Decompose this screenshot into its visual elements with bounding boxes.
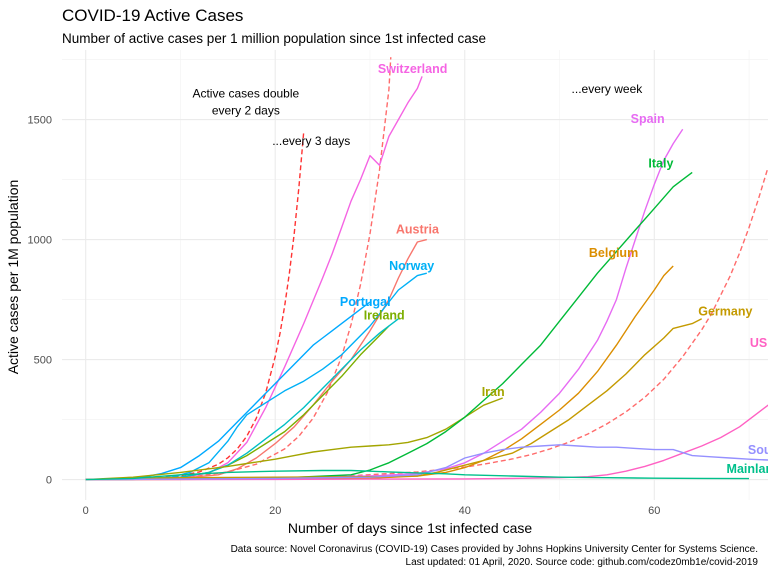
series-label: Mainland China [727,462,768,476]
series-label: Germany [698,305,752,319]
series-label: Italy [648,156,673,170]
y-tick-label: 1000 [28,235,52,247]
annotation-text: ...every week [572,82,644,96]
series-label: Austria [396,223,440,237]
series-line [85,397,503,481]
x-tick-label: 0 [83,505,89,517]
x-tick-label: 20 [269,505,281,517]
chart-subtitle: Number of active cases per 1 million pop… [62,31,486,46]
series-line [85,265,674,481]
series-line [85,469,750,481]
series-lines [85,76,768,481]
series-line [85,76,423,481]
series-line [85,128,684,481]
y-tick-label: 0 [46,475,52,487]
annotations: Active cases double every 2 days ...every … [192,82,643,148]
series-label: Belgium [589,246,638,260]
annotation-text: every 2 days [212,103,280,117]
reference-line [85,167,768,481]
series-label: Norway [389,259,434,273]
caption-line-1: Data source: Novel Coronavirus (COVID-19… [231,544,758,555]
reference-line [85,132,305,481]
series-label: US [750,336,767,350]
series-label: Spain [631,112,665,126]
axis-ticks: 0 20 40 60 0 500 1000 1500 [28,115,661,517]
chart-title: COVID-19 Active Cases [62,6,243,25]
series-label: Ireland [364,309,405,323]
annotation-text: ...every 3 days [272,134,350,148]
reference-line [85,57,392,481]
series-line [85,318,703,481]
x-tick-label: 40 [459,505,471,517]
series-line [85,272,427,481]
series-label: Iran [482,385,505,399]
series-line [85,318,399,481]
annotation-text: Active cases double [192,86,299,100]
caption-line-2: Last updated: 01 April, 2020. Source cod… [406,557,759,568]
series-line [85,444,768,481]
series-line [85,404,768,481]
x-tick-label: 60 [648,505,660,517]
y-tick-label: 500 [34,355,52,367]
y-axis-title: Active cases per 1M population [5,180,21,375]
series-label: Portugal [340,295,391,309]
series-label: South Korea [748,443,768,457]
y-tick-label: 1500 [28,115,52,127]
series-label: Switzerland [378,62,447,76]
x-axis-title: Number of days since 1st infected case [288,520,533,536]
